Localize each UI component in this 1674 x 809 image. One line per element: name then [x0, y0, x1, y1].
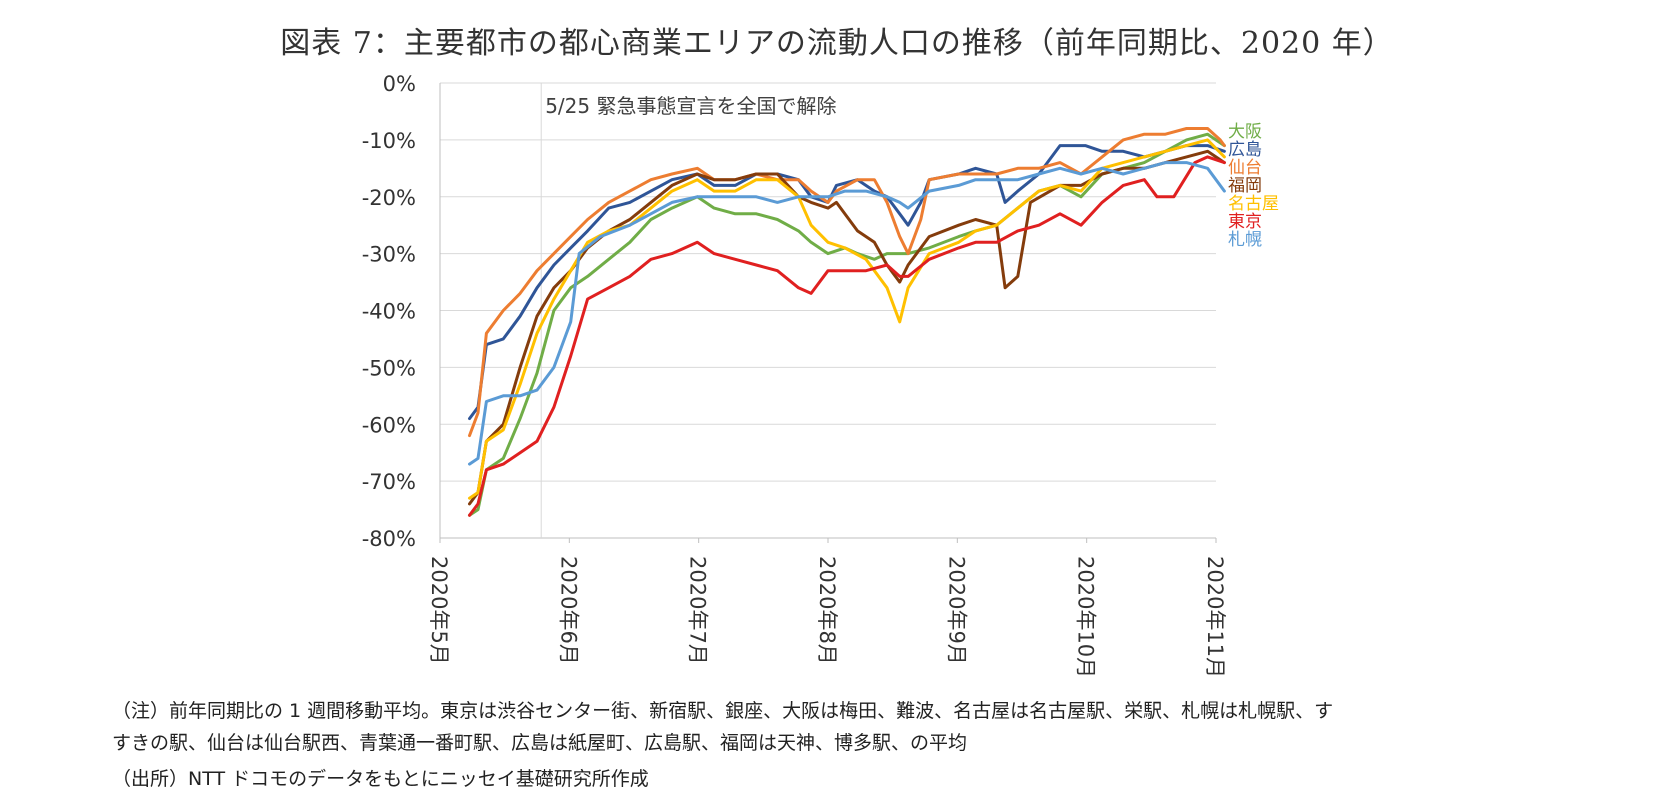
legend-label: 東京	[1228, 212, 1262, 232]
y-tick-label: -30%	[362, 243, 416, 267]
x-tick-label: 2020年10月	[1074, 556, 1098, 678]
source-note: （出所）NTT ドコモのデータをもとにニッセイ基礎研究所作成	[112, 768, 649, 790]
note-line-2: すきの駅、仙台は仙台駅西、青葉通一番町駅、広島は紙屋町、広島駅、福岡は天神、博多…	[112, 732, 968, 754]
annotation-text: 5/25 緊急事態宣言を全国で解除	[545, 94, 836, 118]
y-tick-label: 0%	[383, 72, 416, 96]
legend-label: 広島	[1228, 140, 1262, 160]
x-tick-label: 2020年7月	[686, 556, 710, 665]
series-line-仙台	[468, 127, 1226, 438]
legend-label: 仙台	[1228, 158, 1262, 178]
y-tick-label: -10%	[362, 129, 416, 153]
y-tick-label: -50%	[362, 356, 416, 380]
legend-label: 札幌	[1228, 230, 1262, 250]
y-tick-label: -40%	[362, 300, 416, 324]
note-line-1: （注）前年同期比の 1 週間移動平均。東京は渋谷センター街、新宿駅、銀座、大阪は…	[112, 700, 1334, 722]
chart-title: 図表 7：主要都市の都心商業エリアの流動人口の推移（前年同期比、2020 年）	[280, 26, 1394, 61]
y-tick-label: -20%	[362, 186, 416, 210]
x-tick-label: 2020年9月	[944, 556, 968, 665]
series-line-札幌	[468, 161, 1226, 466]
series-line-東京	[468, 155, 1226, 517]
legend-label: 福岡	[1228, 176, 1262, 196]
series-lines	[468, 127, 1226, 517]
y-tick-label: -80%	[362, 527, 416, 551]
axes: 0% -10% -20% -30% -40% -50% -60% -70% -80% 2020年5…	[362, 72, 1227, 678]
x-tick-label: 2020年5月	[427, 556, 451, 665]
x-tick-label: 2020年11月	[1203, 556, 1227, 678]
series-line-名古屋	[468, 138, 1226, 500]
series-line-広島	[468, 144, 1226, 421]
series-line-大阪	[468, 132, 1226, 517]
y-tick-label: -70%	[362, 470, 416, 494]
series-line-福岡	[468, 149, 1226, 506]
x-tick-label: 2020年8月	[815, 556, 839, 665]
y-tick-label: -60%	[362, 413, 416, 437]
x-tick-label: 2020年6月	[556, 556, 580, 665]
legend-label: 名古屋	[1228, 194, 1279, 214]
legend-label: 大阪	[1228, 122, 1262, 142]
